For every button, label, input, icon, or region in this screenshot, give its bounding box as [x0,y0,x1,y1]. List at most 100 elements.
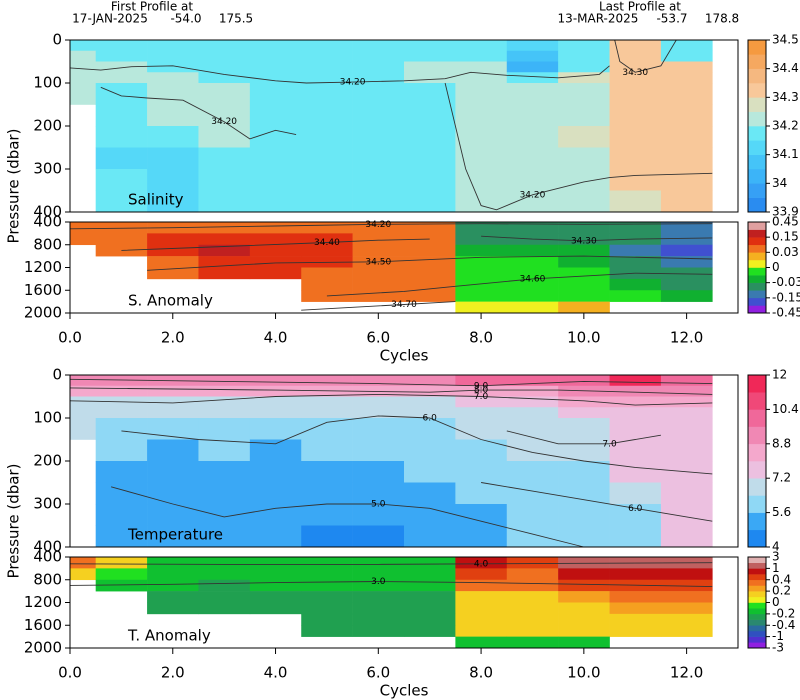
contour-label: 9.0 [474,381,489,391]
cell [352,407,405,419]
contour-line [121,238,430,251]
x-axis-title: Cycles [380,347,429,365]
cell [558,418,610,440]
cell [301,233,353,246]
colorbar-tick-label: -0.45 [772,306,800,320]
cell [660,418,713,440]
cell [249,504,302,526]
colorbar-band [748,602,766,609]
cell [301,482,353,505]
cell [95,40,148,52]
cell [249,244,302,257]
cell [249,83,302,105]
colorbar-band [748,529,766,548]
cell [609,613,662,626]
cell [404,126,456,148]
cell [301,169,353,191]
cell [660,169,713,191]
cell [455,525,508,548]
cell [198,385,251,397]
cell [147,525,199,548]
y-tick-label: 100 [33,74,62,92]
y-tick-label: 300 [33,160,62,178]
cell [404,375,456,387]
cell [249,61,302,73]
cell [506,636,559,649]
colorbar-tick-label: 34 [772,176,787,190]
colorbar-band [748,297,766,306]
cell [95,72,148,84]
cell [404,625,456,637]
cell [249,396,302,408]
cell [352,290,405,302]
contour-line [444,82,713,211]
cell [506,396,559,408]
cell [301,418,353,440]
colorbar-band [748,40,766,55]
cell [660,439,713,462]
cell [147,61,199,73]
colorbar-band [748,636,766,643]
colorbar-tick-label: -0.4 [772,618,795,632]
colorbar-tick-label: 4 [772,540,780,554]
cell [506,126,559,148]
cell [147,407,199,419]
contour-line [69,581,713,588]
colorbar-tick-label: -3 [772,641,784,655]
cell [249,256,302,268]
cell [506,613,559,626]
cell [455,385,508,397]
contour-line [69,393,713,406]
cell [660,233,713,246]
cell [506,385,559,397]
cell [147,568,199,581]
x-tick-label: 12.0 [670,329,703,347]
cell [506,525,559,548]
cell [352,568,405,581]
colorbar-band [748,619,766,626]
contour-label: 34.20 [340,78,366,88]
colorbar-band [748,613,766,620]
colorbar-band [748,409,766,427]
cell [660,396,713,408]
cell [558,625,610,637]
colorbar-band [748,512,766,531]
cell [558,557,610,569]
y-tick-label: 200 [33,452,62,470]
contour-line [110,486,584,548]
cell [609,50,662,62]
contour-label: 7.0 [602,439,617,449]
cell [660,278,713,291]
contour-label: 34.20 [211,117,237,127]
cell [198,504,251,526]
contour-label: 34.60 [520,274,546,284]
cell [455,591,508,603]
cell [506,61,559,73]
cell [558,104,610,127]
contour-line [614,39,677,73]
colorbar-band [748,568,766,575]
cell [301,396,353,408]
cell [404,439,456,462]
contour-line [69,65,610,84]
y-tick-label: 800 [33,235,62,253]
cell [558,72,610,84]
contour-label: 34.20 [520,190,546,200]
cell [660,83,713,105]
colorbar-band [748,574,766,581]
panel-label: Salinity [128,191,184,209]
cell [558,278,610,291]
cell [249,525,302,548]
cell [198,461,251,483]
cell [352,72,405,84]
cell [609,278,662,291]
cell [455,83,508,105]
colorbar-tick-label: -0.15 [772,290,800,304]
cell [95,461,148,483]
cell [301,439,353,462]
panel-label: Temperature [127,526,223,544]
cell [301,385,353,397]
cell [95,104,148,127]
colorbar-tick-label: -1 [772,629,784,643]
